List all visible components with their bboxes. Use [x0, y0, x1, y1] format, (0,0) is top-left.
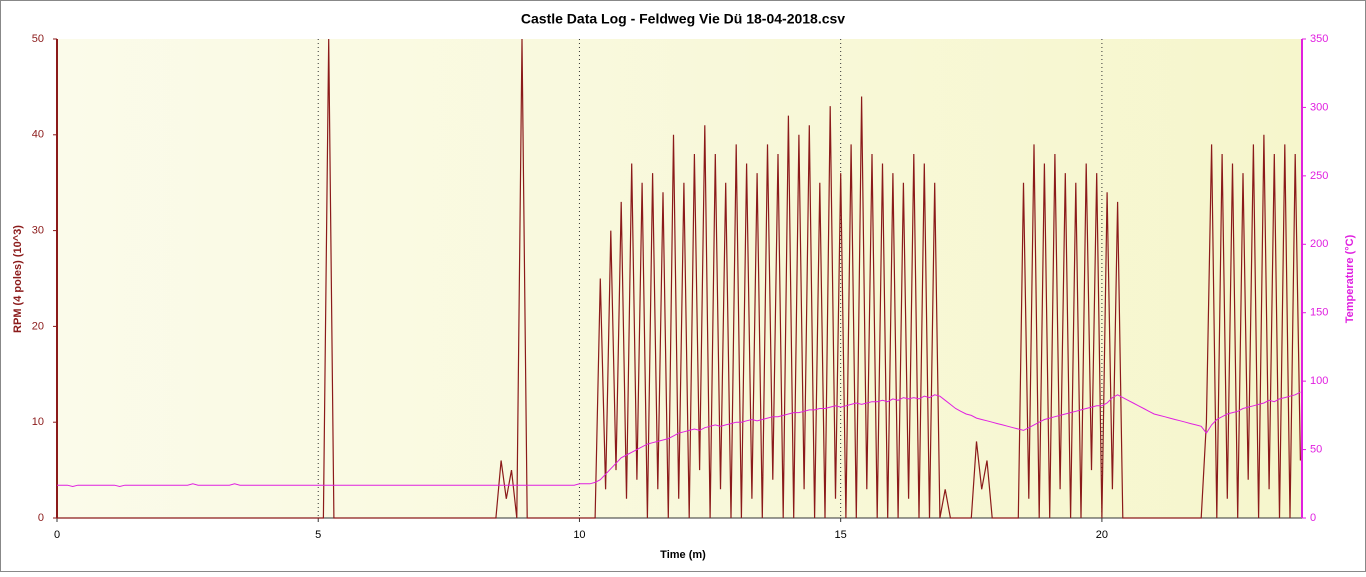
y2-axis-label: Temperature (°C) [1344, 234, 1356, 323]
series-line [57, 38, 1301, 519]
y-tick-label: 50 [32, 33, 44, 45]
y-axis-label: RPM (4 poles) (10^3) [12, 225, 24, 333]
x-tick-label: 0 [54, 529, 60, 541]
x-tick-label: 5 [315, 529, 321, 541]
y-tick-label: 0 [38, 512, 44, 524]
y2-tick-label: 150 [1310, 307, 1328, 319]
y2-tick-label: 350 [1310, 33, 1328, 45]
y2-tick-label: 250 [1310, 170, 1328, 182]
y2-tick-label: 300 [1310, 101, 1328, 113]
y-tick-label: 40 [32, 129, 44, 141]
y2-tick-label: 100 [1310, 375, 1328, 387]
x-tick-label: 15 [835, 529, 847, 541]
x-tick-label: 10 [573, 529, 585, 541]
x-tick-label: 20 [1096, 529, 1108, 541]
y2-tick-label: 200 [1310, 238, 1328, 250]
chart-title: Castle Data Log - Feldweg Vie Dü 18-04-2… [521, 11, 845, 27]
y-tick-label: 20 [32, 320, 44, 332]
y-tick-label: 30 [32, 225, 44, 237]
y2-tick-label: 0 [1310, 512, 1316, 524]
x-axis-label: Time (m) [660, 549, 706, 561]
series-line [57, 391, 1301, 488]
y-tick-label: 10 [32, 416, 44, 428]
y2-tick-label: 50 [1310, 443, 1322, 455]
